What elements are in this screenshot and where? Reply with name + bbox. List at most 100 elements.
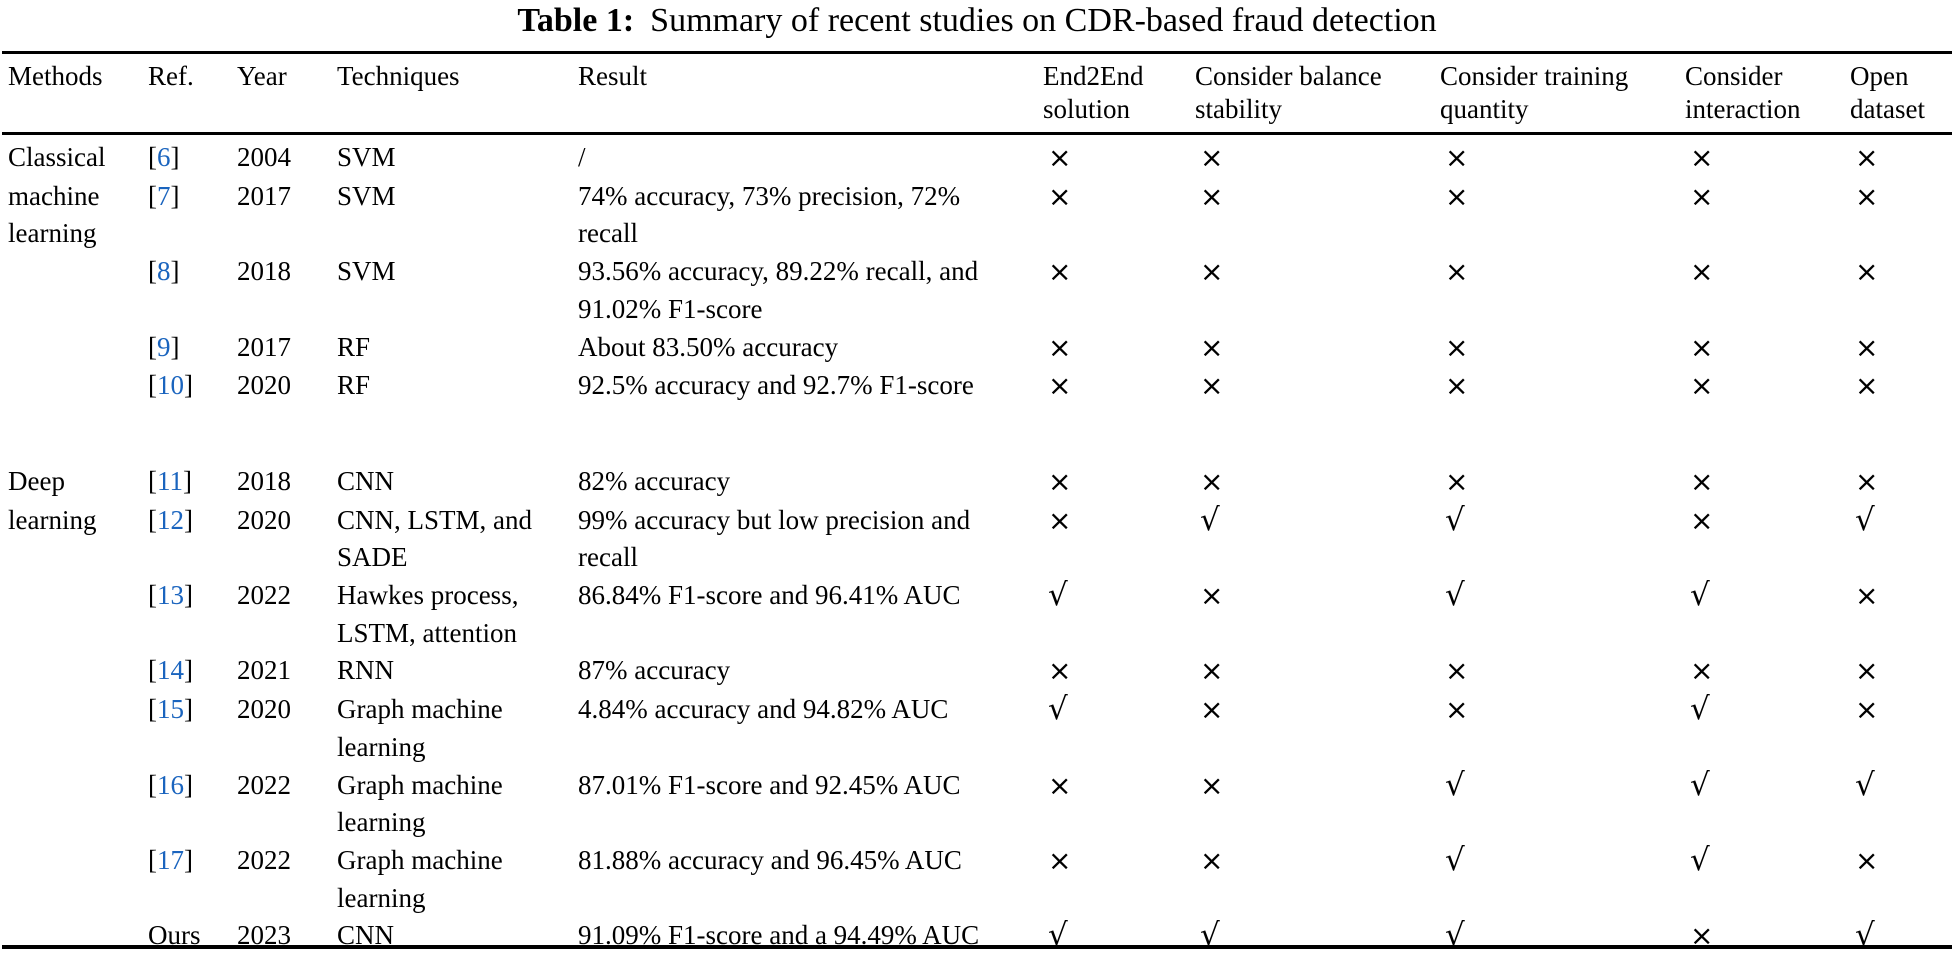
cell-flag-open-dataset: √: [1850, 767, 1946, 842]
cell-flag-end2end-solution: √: [1043, 577, 1195, 652]
citation-bracket: [: [148, 142, 157, 172]
citation-bracket: ]: [170, 142, 180, 172]
cross-mark-icon: ×: [1200, 579, 1224, 613]
cross-mark-icon: ×: [1445, 255, 1469, 289]
cell-flag-consider-balance-stability: ×: [1195, 767, 1440, 842]
check-mark-icon: √: [1855, 917, 1875, 954]
cell-flag-consider-balance-stability: ×: [1195, 842, 1440, 917]
cross-mark-icon: ×: [1200, 179, 1224, 213]
cell-flag-open-dataset: ×: [1850, 253, 1946, 328]
cell-flag-consider-interaction: ×: [1685, 917, 1850, 956]
cell-flag-consider-training-quantity: ×: [1440, 139, 1685, 178]
cross-mark-icon: ×: [1048, 330, 1072, 364]
cross-mark-icon: ×: [1855, 693, 1879, 727]
citation-link[interactable]: 7: [157, 180, 171, 211]
cell-result: 82% accuracy: [578, 465, 731, 496]
cell-flag-consider-balance-stability: √: [1195, 917, 1440, 956]
cell-result: 92.5% accuracy and 92.7% F1-score: [578, 370, 974, 401]
table-bottom-rule: [2, 945, 1952, 949]
cross-mark-icon: ×: [1855, 464, 1879, 498]
check-mark-icon: √: [1445, 841, 1465, 878]
cell-flag-consider-balance-stability: ×: [1195, 139, 1440, 178]
cross-mark-icon: ×: [1048, 503, 1072, 537]
column-header-methods: Methods: [8, 61, 103, 91]
cell-year: 2022: [237, 580, 291, 611]
check-mark-icon: √: [1200, 501, 1220, 538]
cell-methods: machine learning: [8, 180, 100, 249]
citation-bracket: [: [148, 504, 157, 535]
citation-link[interactable]: 14: [157, 655, 184, 686]
cell-flag-open-dataset: √: [1850, 917, 1946, 956]
cell-flag-open-dataset: ×: [1850, 842, 1946, 917]
cell-methods: [8, 329, 148, 368]
table-row: [8] 2018 SVM 93.56% accuracy, 89.22% recall…: [0, 253, 1954, 328]
cell-techniques: Graph machine learning: [337, 694, 503, 762]
citation-link[interactable]: 17: [157, 844, 184, 875]
cross-mark-icon: ×: [1200, 369, 1224, 403]
cell-year: 2017: [237, 180, 291, 211]
cross-mark-icon: ×: [1200, 768, 1224, 802]
cell-result: 4.84% accuracy and 94.82% AUC: [578, 694, 949, 725]
cell-flag-open-dataset: ×: [1850, 178, 1946, 253]
cell-flag-consider-balance-stability: ×: [1195, 329, 1440, 368]
cell-flag-consider-training-quantity: √: [1440, 917, 1685, 956]
cell-methods: [8, 917, 148, 956]
cell-flag-end2end-solution: ×: [1043, 842, 1195, 917]
citation-bracket: [: [148, 331, 157, 362]
citation-link[interactable]: 6: [157, 142, 171, 172]
cell-techniques: SVM: [337, 142, 396, 172]
check-mark-icon: √: [1445, 917, 1465, 954]
cross-mark-icon: ×: [1048, 654, 1072, 688]
cell-year: 2022: [237, 844, 291, 875]
column-header-open-dataset: Open dataset: [1850, 61, 1925, 124]
cross-mark-icon: ×: [1690, 464, 1714, 498]
cross-mark-icon: ×: [1445, 693, 1469, 727]
cell-flag-end2end-solution: ×: [1043, 253, 1195, 328]
citation-link[interactable]: 8: [157, 256, 171, 287]
cross-mark-icon: ×: [1048, 768, 1072, 802]
cell-methods: [8, 767, 148, 842]
cell-methods: learning: [8, 504, 97, 535]
citation-bracket: ]: [170, 180, 180, 211]
cell-flag-end2end-solution: ×: [1043, 178, 1195, 253]
table-row: [15] 2020 Graph machine learning 4.84% accu…: [0, 691, 1954, 766]
citation-bracket: ]: [184, 580, 193, 611]
cell-flag-consider-training-quantity: ×: [1440, 178, 1685, 253]
cross-mark-icon: ×: [1445, 179, 1469, 213]
cell-year: 2017: [237, 331, 291, 362]
cross-mark-icon: ×: [1200, 654, 1224, 688]
cell-flag-open-dataset: ×: [1850, 367, 1946, 406]
cell-flag-end2end-solution: ×: [1043, 139, 1195, 178]
cell-result: 99% accuracy but low precision and recal…: [578, 504, 971, 573]
cell-ref: [16]: [148, 767, 237, 842]
citation-link[interactable]: 9: [157, 331, 171, 362]
citation-link[interactable]: 15: [157, 694, 184, 725]
cell-ref: [10]: [148, 367, 237, 406]
cell-flag-consider-training-quantity: ×: [1440, 691, 1685, 766]
cell-methods: [8, 691, 148, 766]
cell-year: 2021: [237, 655, 291, 686]
cross-mark-icon: ×: [1855, 255, 1879, 289]
cell-flag-consider-interaction: √: [1685, 767, 1850, 842]
cell-flag-consider-interaction: ×: [1685, 367, 1850, 406]
cross-mark-icon: ×: [1690, 654, 1714, 688]
cell-techniques: SVM: [337, 180, 396, 211]
citation-bracket: [: [148, 465, 157, 496]
citation-link[interactable]: 13: [157, 580, 184, 611]
cell-techniques: RNN: [337, 655, 395, 686]
table-header-row: Methods Ref. Year Techniques Result End2End s…: [0, 60, 1954, 126]
citation-link[interactable]: 11: [157, 465, 183, 496]
cell-year: 2004: [237, 142, 291, 172]
citation-link[interactable]: 16: [157, 769, 184, 800]
cell-techniques: Hawkes process, LSTM, attention: [337, 580, 519, 648]
cell-result: 81.88% accuracy and 96.45% AUC: [578, 844, 962, 875]
cell-ref: [15]: [148, 691, 237, 766]
cell-flag-consider-interaction: ×: [1685, 178, 1850, 253]
cell-year: 2020: [237, 370, 291, 401]
cell-flag-end2end-solution: √: [1043, 917, 1195, 956]
cell-flag-consider-interaction: √: [1685, 577, 1850, 652]
citation-link[interactable]: 10: [157, 370, 184, 401]
table-row: Classical [6] 2004 SVM / × × × × ×: [0, 139, 1954, 178]
cell-flag-consider-training-quantity: √: [1440, 767, 1685, 842]
citation-link[interactable]: 12: [157, 504, 184, 535]
